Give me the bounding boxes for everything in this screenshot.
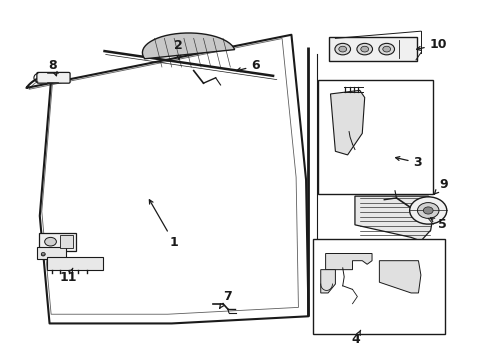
Text: 5: 5 (430, 218, 447, 231)
Circle shape (410, 197, 447, 224)
Text: 6: 6 (237, 59, 260, 72)
Circle shape (41, 252, 45, 255)
Polygon shape (355, 196, 436, 241)
Text: 9: 9 (435, 178, 448, 194)
Circle shape (41, 253, 45, 256)
Circle shape (335, 43, 350, 55)
FancyBboxPatch shape (60, 235, 73, 248)
Circle shape (339, 46, 346, 52)
FancyBboxPatch shape (39, 233, 76, 251)
Polygon shape (143, 33, 235, 59)
Circle shape (361, 46, 368, 52)
Circle shape (45, 237, 56, 246)
Circle shape (417, 203, 439, 219)
Text: 2: 2 (174, 39, 183, 59)
FancyBboxPatch shape (47, 257, 103, 270)
Text: 7: 7 (220, 290, 232, 308)
FancyBboxPatch shape (329, 37, 417, 61)
FancyBboxPatch shape (37, 247, 66, 259)
Text: 1: 1 (149, 200, 178, 249)
Circle shape (379, 43, 394, 55)
FancyBboxPatch shape (314, 239, 445, 334)
Text: 4: 4 (351, 330, 361, 346)
FancyBboxPatch shape (318, 80, 433, 194)
Circle shape (423, 207, 433, 214)
Text: 11: 11 (59, 268, 77, 284)
Polygon shape (326, 253, 372, 270)
Text: 10: 10 (416, 38, 447, 51)
Text: 3: 3 (395, 156, 422, 169)
Polygon shape (379, 261, 421, 293)
Polygon shape (331, 90, 365, 155)
Circle shape (357, 43, 372, 55)
Circle shape (383, 46, 391, 52)
Text: 8: 8 (49, 59, 57, 76)
FancyBboxPatch shape (37, 72, 70, 83)
Polygon shape (321, 270, 335, 293)
